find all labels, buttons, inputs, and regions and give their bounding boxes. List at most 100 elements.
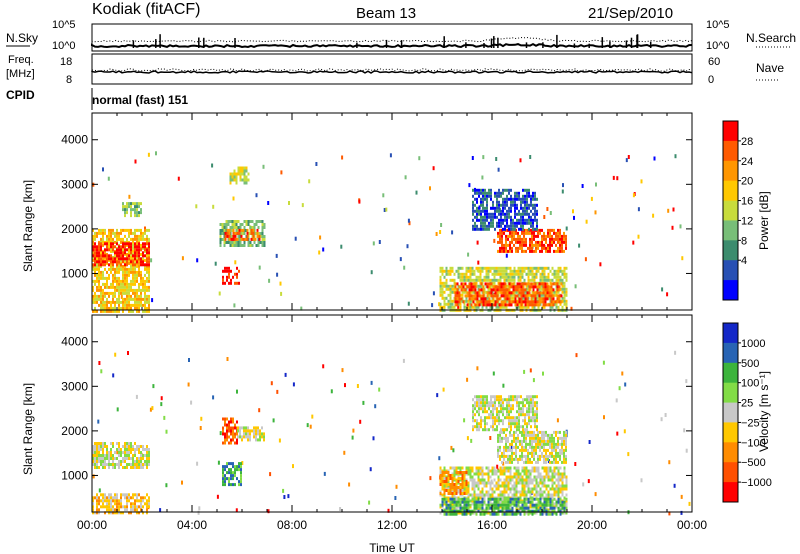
echo-cell — [549, 454, 551, 458]
echo-cell — [559, 302, 562, 306]
echo-cell — [478, 194, 480, 198]
echo-cell — [515, 472, 518, 476]
echo-cell — [511, 442, 513, 446]
echo-cell — [514, 303, 517, 307]
echo-cell — [144, 502, 146, 506]
echo-cell — [92, 463, 94, 466]
echo-cell — [148, 245, 150, 249]
echo-cell — [543, 490, 546, 494]
echo-cell — [148, 496, 150, 500]
echo-cell — [453, 506, 456, 510]
echo-cell — [114, 276, 116, 280]
echo-cell — [96, 451, 98, 454]
radar-echo — [128, 194, 131, 199]
echo-cell — [116, 267, 118, 271]
echo-cell — [503, 249, 505, 253]
echo-cell — [476, 303, 479, 307]
echo-cell — [530, 203, 532, 207]
echo-cell — [219, 232, 222, 235]
echo-cell — [241, 178, 244, 182]
echo-cell — [148, 279, 150, 283]
echo-cell — [521, 451, 523, 455]
echo-cell — [549, 269, 552, 273]
echo-cell — [482, 288, 485, 292]
echo-cell — [132, 445, 134, 448]
echo-cell — [524, 218, 526, 222]
radar-echo — [127, 351, 129, 355]
echo-cell — [486, 422, 488, 426]
echo-cell — [142, 457, 144, 460]
echo-cell — [130, 463, 132, 466]
echo-cell — [148, 309, 150, 313]
echo-cell — [134, 270, 136, 274]
echo-cell — [565, 302, 568, 306]
echo-cell — [255, 432, 257, 436]
echo-cell — [506, 188, 508, 192]
echo-cell — [494, 285, 497, 289]
echo-cell — [132, 231, 134, 235]
echo-cell — [257, 432, 259, 436]
echo-cell — [104, 496, 106, 500]
echo-cell — [467, 269, 470, 273]
echo-cell — [528, 303, 531, 307]
echo-cell — [551, 508, 554, 512]
echo-cell — [146, 248, 148, 252]
echo-cell — [146, 285, 148, 289]
nsky-panel-frame — [91, 23, 693, 52]
echo-cell — [486, 428, 488, 432]
echo-cell — [539, 454, 541, 458]
echo-cell — [543, 234, 545, 238]
echo-cell — [472, 398, 474, 402]
echo-cell — [247, 435, 249, 439]
radar-echo — [667, 208, 670, 213]
echo-cell — [549, 451, 551, 455]
echo-cell — [94, 254, 96, 258]
echo-cell — [499, 469, 502, 473]
echo-cell — [525, 466, 528, 470]
echo-cell — [563, 249, 565, 253]
echo-cell — [126, 496, 128, 500]
echo-cell — [547, 497, 550, 501]
echo-cell — [140, 451, 142, 454]
echo-cell — [441, 287, 444, 291]
echo-cell — [481, 509, 484, 513]
echo-cell — [555, 500, 558, 504]
echo-cell — [439, 290, 442, 294]
echo-cell — [449, 486, 452, 489]
echo-cell — [515, 487, 518, 491]
echo-cell — [465, 506, 468, 510]
echo-cell — [484, 221, 486, 225]
echo-cell — [549, 442, 551, 446]
echo-cell — [247, 429, 249, 433]
echo-cell — [504, 197, 506, 201]
echo-cell — [226, 465, 228, 469]
echo-cell — [144, 263, 146, 267]
echo-cell — [445, 281, 448, 285]
echo-cell — [507, 469, 510, 473]
echo-cell — [219, 229, 222, 232]
echo-cell — [245, 220, 248, 223]
echo-cell — [116, 457, 118, 460]
echo-cell — [557, 454, 559, 458]
radar-echo — [280, 291, 283, 296]
echo-cell — [112, 263, 114, 267]
echo-cell — [525, 499, 528, 503]
radar-echo — [102, 167, 104, 172]
echo-cell — [124, 242, 126, 246]
echo-cell — [222, 432, 224, 436]
echo-cell — [140, 208, 142, 212]
echo-cell — [526, 203, 528, 207]
echo-cell — [484, 212, 486, 216]
echo-cell — [229, 178, 232, 182]
echo-cell — [509, 272, 512, 276]
echo-cell — [482, 209, 484, 213]
echo-cell — [553, 272, 556, 276]
echo-cell — [519, 472, 522, 476]
echo-cell — [487, 500, 490, 504]
radar-echo — [549, 211, 552, 215]
echo-cell — [110, 463, 112, 466]
echo-cell — [116, 251, 118, 255]
echo-cell — [516, 300, 519, 304]
echo-cell — [509, 481, 512, 485]
echo-cell — [439, 466, 442, 470]
